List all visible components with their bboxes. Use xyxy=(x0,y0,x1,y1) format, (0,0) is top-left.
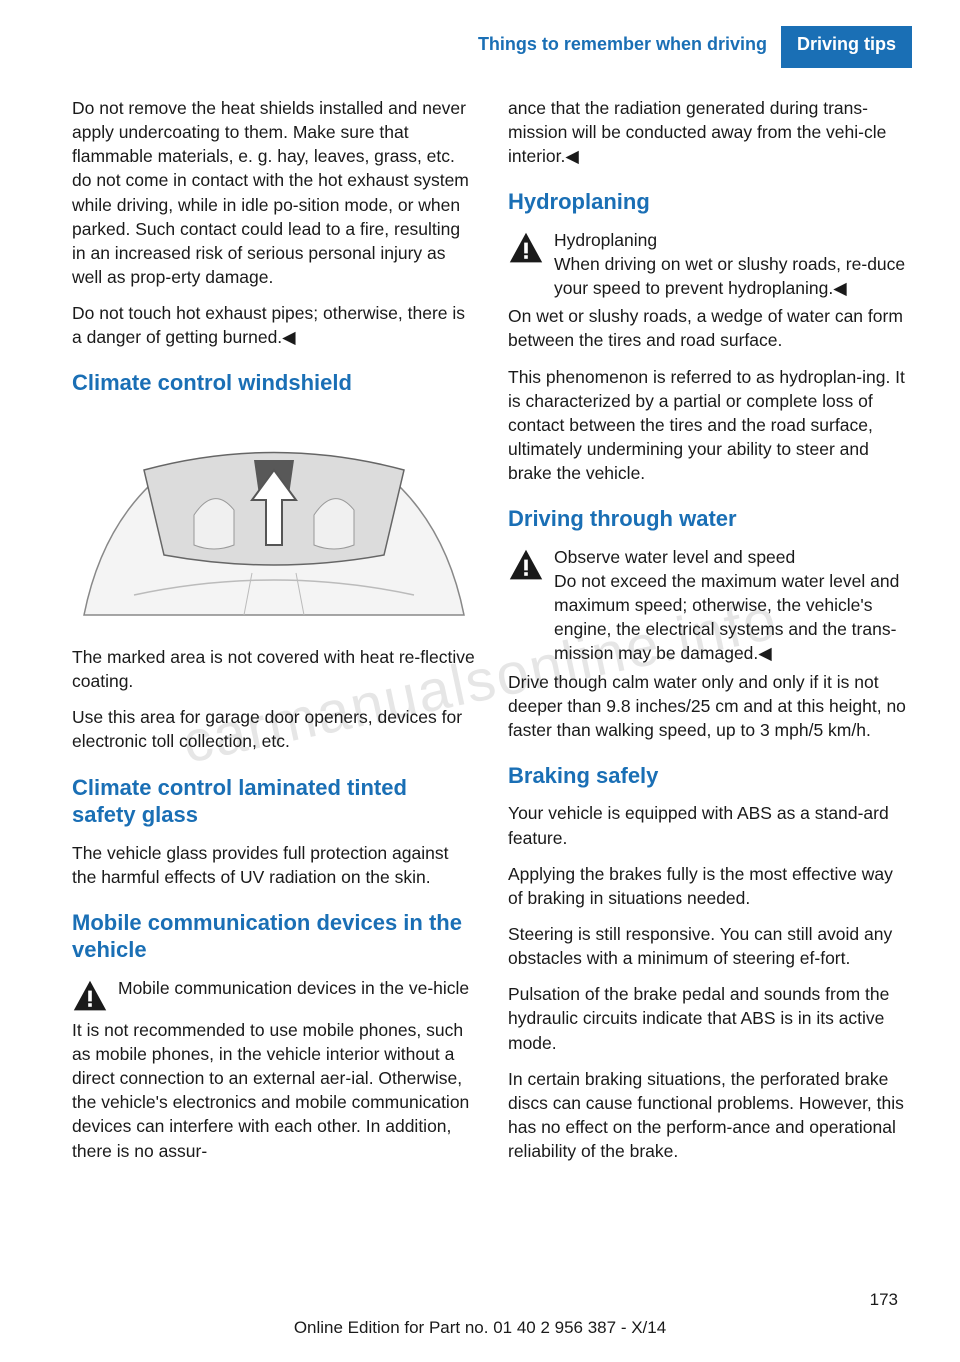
body-text: It is not recommended to use mobile phon… xyxy=(72,1018,476,1163)
page-header: Things to remember when driving Driving … xyxy=(0,0,960,68)
warning-title: Hydroplaning xyxy=(554,228,912,252)
body-text: Applying the brakes fully is the most ef… xyxy=(508,862,912,910)
warning-body: Do not exceed the maximum water level an… xyxy=(554,569,912,666)
heading-mobile-devices: Mobile communication devices in the vehi… xyxy=(72,909,476,964)
warning-icon xyxy=(72,978,108,1014)
warning-title: Observe water level and speed xyxy=(554,545,912,569)
warning-hydroplaning: Hydroplaning When driving on wet or slus… xyxy=(508,228,912,300)
footer-text: Online Edition for Part no. 01 40 2 956 … xyxy=(0,1318,960,1338)
body-text: In certain braking situations, the perfo… xyxy=(508,1067,912,1164)
heading-hydroplaning: Hydroplaning xyxy=(508,188,912,216)
warning-icon xyxy=(508,230,544,266)
warning-icon xyxy=(508,547,544,583)
body-text: Use this area for garage door openers, d… xyxy=(72,705,476,753)
left-column: Do not remove the heat shields installed… xyxy=(72,96,476,1175)
warning-text: Mobile communication devices in the ve‐h… xyxy=(118,976,476,1000)
body-text: Drive though calm water only and only if… xyxy=(508,670,912,742)
right-column: ance that the radiation generated during… xyxy=(508,96,912,1175)
header-chapter: Driving tips xyxy=(781,26,912,68)
content-area: Do not remove the heat shields installed… xyxy=(0,68,960,1175)
body-text: Your vehicle is equipped with ABS as a s… xyxy=(508,801,912,849)
body-text: Pulsation of the brake pedal and sounds … xyxy=(508,982,912,1054)
page-number: 173 xyxy=(870,1290,898,1310)
body-text: This phenomenon is referred to as hydrop… xyxy=(508,365,912,486)
body-text: On wet or slushy roads, a wedge of water… xyxy=(508,304,912,352)
body-text: The marked area is not covered with heat… xyxy=(72,645,476,693)
body-text: The vehicle glass provides full protecti… xyxy=(72,841,476,889)
windshield-figure xyxy=(72,415,476,625)
heading-climate-windshield: Climate control windshield xyxy=(72,369,476,397)
warning-body: When driving on wet or slushy roads, re‐… xyxy=(554,252,912,300)
body-text: ance that the radiation generated during… xyxy=(508,96,912,168)
heading-driving-water: Driving through water xyxy=(508,505,912,533)
heading-braking-safely: Braking safely xyxy=(508,762,912,790)
warning-water: Observe water level and speed Do not exc… xyxy=(508,545,912,666)
body-text: Do not remove the heat shields installed… xyxy=(72,96,476,289)
warning-mobile: Mobile communication devices in the ve‐h… xyxy=(72,976,476,1014)
header-section: Things to remember when driving xyxy=(478,26,781,68)
heading-laminated-glass: Climate control laminated tinted safety … xyxy=(72,774,476,829)
body-text: Do not touch hot exhaust pipes; otherwis… xyxy=(72,301,476,349)
body-text: Steering is still responsive. You can st… xyxy=(508,922,912,970)
